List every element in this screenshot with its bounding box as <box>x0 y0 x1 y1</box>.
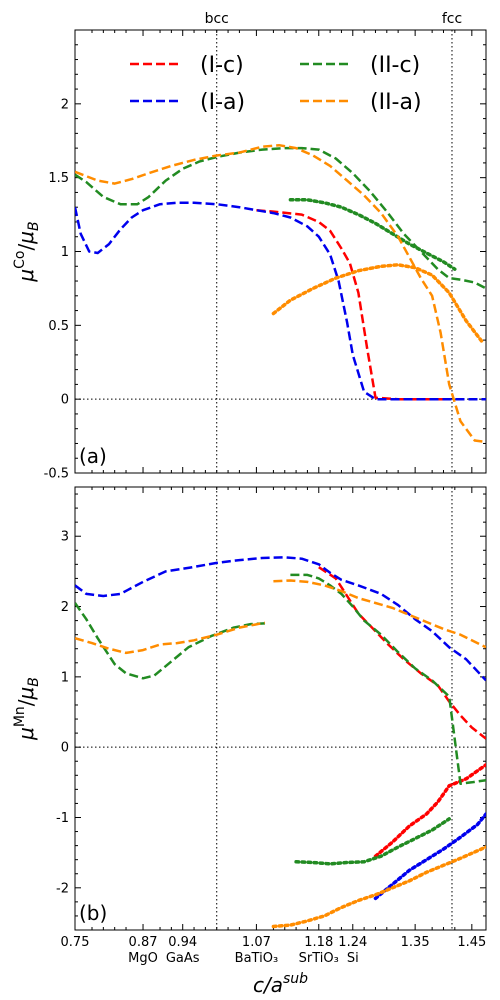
series-line-i-a-dashed <box>75 201 486 401</box>
series-line-ii-a-dotted <box>271 263 485 345</box>
substrate-label-batio: BaTiO₃ <box>235 951 279 966</box>
x-tick-label: 0.87 <box>129 935 158 950</box>
series-line-ii-a-dashed <box>75 143 486 444</box>
x-tick-label: 1.07 <box>242 935 271 950</box>
panel-b: -2 -1 0 1 2 3 (b) μMn/μB <box>12 486 487 931</box>
y-tick-label: 2 <box>61 97 69 112</box>
top-label-fcc: fcc <box>442 11 462 27</box>
x-tick-label: 1.18 <box>304 935 333 950</box>
top-label-bcc: bcc <box>205 11 229 27</box>
legend-label-i-a: (I-a) <box>200 90 245 115</box>
series-line-i-a-dashed <box>75 556 486 682</box>
series-line-ii-c-dotted <box>288 198 457 271</box>
series-line-ii-a-dotted <box>271 845 486 929</box>
panel-label-b: (b) <box>79 901 107 925</box>
y-tick-label: -0.5 <box>44 467 69 482</box>
y-axis-title: μMn/μB <box>12 677 42 741</box>
series-line-ii-c-dotted <box>294 817 451 866</box>
y-tick-label: -2 <box>56 881 69 896</box>
panel-label-a: (a) <box>79 444 107 468</box>
series-line-i-a-dotted <box>373 812 486 901</box>
x-tick-label: 1.35 <box>401 935 430 950</box>
y-tick-label: 2 <box>61 600 69 615</box>
series-line-ii-c-dashed <box>75 602 265 680</box>
legend-label-ii-a: (II-a) <box>370 90 422 115</box>
x-tick-label: 1.45 <box>457 935 486 950</box>
substrate-label-si: Si <box>347 951 359 966</box>
series-line-ii-c-dashed <box>290 573 486 785</box>
legend-label-ii-c: (II-c) <box>370 53 420 78</box>
y-tick-label: 1 <box>61 670 69 685</box>
x-tick-label: 1.24 <box>338 935 367 950</box>
y-tick-label: 3 <box>61 530 69 545</box>
series-line-ii-a-dashed <box>273 579 486 649</box>
series-line-i-c-dotted <box>373 763 486 858</box>
y-tick-label: 0.5 <box>48 319 69 334</box>
series-group <box>75 143 486 444</box>
series-line-ii-a-dashed <box>75 621 266 655</box>
legend-label-i-c: (I-c) <box>200 53 244 78</box>
substrate-label-mgo: MgO <box>128 951 158 966</box>
x-tick-label: 0.94 <box>168 935 197 950</box>
x-axis-title: c/asub <box>253 971 308 997</box>
x-axis-extra: 0.75 0.87 0.94 1.07 1.18 1.24 1.35 1.45 MgO GaAs B… <box>61 935 487 997</box>
panel-a: -0.5 0 0.5 1 1.5 2 (a) μCo/μB bcc fcc (I-c) (II-c) (… <box>12 11 487 482</box>
x-tick-label: 0.75 <box>61 935 90 950</box>
y-tick-label: 0 <box>61 741 69 756</box>
y-tick-label: 1.5 <box>48 171 69 186</box>
series-group <box>75 556 486 929</box>
series-line-i-c-dashed <box>318 566 486 740</box>
series-line-ii-c-dashed <box>75 146 486 290</box>
substrate-label-gaas: GaAs <box>166 951 200 966</box>
y-tick-label: 1 <box>61 245 69 260</box>
substrate-label-srtio: SrTiO₃ <box>299 951 339 966</box>
y-axis-title: μCo/μB <box>12 221 42 282</box>
y-tick-label: 0 <box>61 393 69 408</box>
y-tick-label: -1 <box>56 811 69 826</box>
plot-frame <box>74 486 487 931</box>
